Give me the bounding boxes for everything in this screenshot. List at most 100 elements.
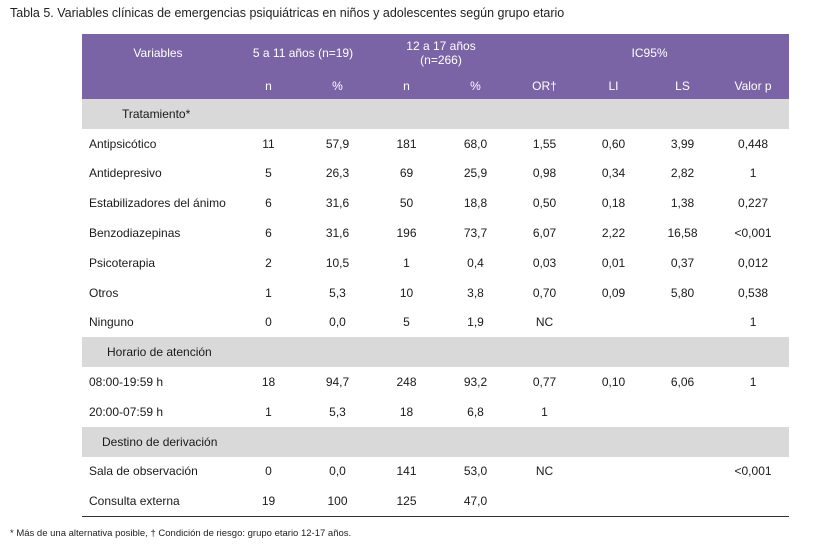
header-row-groups: Variables 5 a 11 años (n=19) 12 a 17 año…: [82, 34, 790, 72]
cell-li: [579, 308, 648, 338]
cell-pct-group2: 6,8: [467, 404, 484, 419]
table-row: Antidepresivo 5 26,3 69 25,9 0,98 0,34 2…: [82, 159, 789, 189]
cell-n-group1: 2: [265, 255, 272, 270]
cell-ls: 2,82: [670, 166, 695, 181]
cell-pct-group1: 26,3: [325, 166, 350, 181]
cell-li: [579, 457, 648, 487]
header-or: OR†: [510, 72, 580, 99]
section-title: Horario de atención: [107, 345, 212, 360]
cell-li: 0,09: [601, 285, 626, 300]
cell-p-value: 0,227: [738, 196, 769, 211]
header-group-12-17: 12 a 17 años (n=266): [372, 34, 511, 72]
table-row: Antipsicótico 11 57,9 181 68,0 1,55 0,60…: [82, 129, 789, 159]
cell-or: NC: [535, 315, 554, 330]
cell-ls: 3,99: [670, 136, 695, 151]
row-label: Consulta externa: [82, 486, 234, 518]
table-caption: Tabla 5. Variables clínicas de emergenci…: [10, 6, 565, 20]
cell-li: 0,01: [601, 255, 626, 270]
header-pct-group2: %: [441, 72, 511, 99]
cell-n-group1: 0: [265, 315, 272, 330]
header-ls: LS: [648, 72, 718, 99]
cell-n-group1: 0: [265, 464, 272, 479]
cell-pct-group2: 73,7: [463, 226, 488, 241]
cell-or: 1: [541, 404, 548, 419]
cell-n-group2: 69: [399, 166, 414, 181]
cell-pct-group1: 31,6: [325, 226, 350, 241]
cell-n-group2: 125: [372, 486, 441, 518]
table-row: 20:00-07:59 h 1 5,3 18 6,8 1: [82, 397, 789, 427]
table-row: Estabilizadores del ánimo 6 31,6 50 18,8…: [82, 188, 789, 218]
cell-n-group1: 11: [262, 136, 275, 151]
row-label: Antidepresivo: [89, 166, 162, 181]
header-variables: Variables: [82, 34, 234, 72]
cell-or: 0,77: [532, 375, 557, 390]
header-ic95: IC95%: [510, 34, 790, 72]
cell-p-value: [717, 486, 790, 518]
row-label: Otros: [89, 285, 119, 300]
cell-n-group2: 10: [399, 285, 414, 300]
row-label: 08:00-19:59 h: [89, 375, 164, 390]
header-group-5-11: 5 a 11 años (n=19): [234, 34, 372, 72]
cell-li: [579, 397, 648, 427]
cell-n-group1: 19: [234, 486, 303, 518]
table-row: Sala de observación 0 0,0 141 53,0 NC <0…: [82, 457, 789, 487]
table-container: Variables 5 a 11 años (n=19) 12 a 17 año…: [82, 34, 790, 518]
cell-p-value: <0,001: [734, 464, 772, 479]
cell-or: 0,98: [532, 166, 557, 181]
row-label: Ninguno: [89, 315, 134, 330]
cell-pct-group2: 18,8: [463, 196, 488, 211]
cell-ls: [648, 308, 717, 338]
cell-pct-group2: 53,0: [463, 464, 488, 479]
cell-li: 0,60: [601, 136, 626, 151]
cell-ls: 1,38: [670, 196, 695, 211]
section-row-tratamiento: Tratamiento*: [82, 99, 790, 129]
cell-li: 0,18: [601, 196, 626, 211]
cell-ls: 0,37: [670, 255, 695, 270]
clinical-variables-table: Variables 5 a 11 años (n=19) 12 a 17 año…: [82, 34, 790, 518]
cell-n-group2: 1: [403, 255, 410, 270]
row-label: 20:00-07:59 h: [89, 404, 164, 419]
cell-pct-group1: 94,7: [325, 375, 350, 390]
cell-pct-group2: 68,0: [463, 136, 488, 151]
table-row: Ninguno 0 0,0 5 1,9 NC 1: [82, 308, 789, 338]
cell-n-group2: 50: [399, 196, 414, 211]
row-label: Estabilizadores del ánimo: [89, 196, 226, 211]
cell-pct-group2: 93,2: [463, 375, 488, 390]
cell-pct-group1: 100: [303, 486, 372, 518]
cell-pct-group2: 25,9: [463, 166, 488, 181]
cell-pct-group1: 10,5: [325, 255, 350, 270]
cell-p-value: 0,538: [738, 285, 769, 300]
row-label: Sala de observación: [89, 464, 198, 479]
cell-p-value: <0,001: [734, 226, 772, 241]
cell-pct-group1: 0,0: [329, 464, 346, 479]
cell-ls: 5,80: [670, 285, 695, 300]
cell-or: 0,03: [532, 255, 557, 270]
cell-ls: 16,58: [667, 226, 698, 241]
cell-n-group2: 141: [396, 464, 417, 479]
table-row: 08:00-19:59 h 18 94,7 248 93,2 0,77 0,10…: [82, 367, 789, 397]
cell-n-group1: 6: [265, 196, 272, 211]
cell-ls: 6,06: [670, 375, 695, 390]
cell-n-group1: 6: [265, 226, 272, 241]
cell-or: 0,70: [532, 285, 557, 300]
cell-or: 1,55: [532, 136, 557, 151]
cell-li: 2,22: [601, 226, 626, 241]
header-n-group1: n: [234, 72, 303, 99]
header-p-value: Valor p: [717, 72, 790, 99]
cell-p-value: 1: [749, 315, 757, 330]
cell-pct-group2: 47,0: [441, 486, 511, 518]
cell-p-value: 0,012: [738, 255, 769, 270]
cell-ls: [648, 457, 717, 487]
cell-n-group1: 1: [265, 404, 272, 419]
cell-n-group2: 196: [396, 226, 417, 241]
cell-n-group1: 5: [265, 166, 272, 181]
cell-pct-group1: 5,3: [329, 285, 346, 300]
header-li: LI: [579, 72, 649, 99]
cell-n-group2: 18: [399, 404, 414, 419]
cell-pct-group2: 0,4: [467, 255, 484, 270]
cell-n-group2: 5: [403, 315, 410, 330]
cell-or: [510, 486, 580, 518]
section-row-horario: Horario de atención: [82, 337, 790, 368]
cell-pct-group1: 5,3: [329, 404, 346, 419]
table-row: Otros 1 5,3 10 3,8 0,70 0,09 5,80 0,538: [82, 278, 789, 308]
